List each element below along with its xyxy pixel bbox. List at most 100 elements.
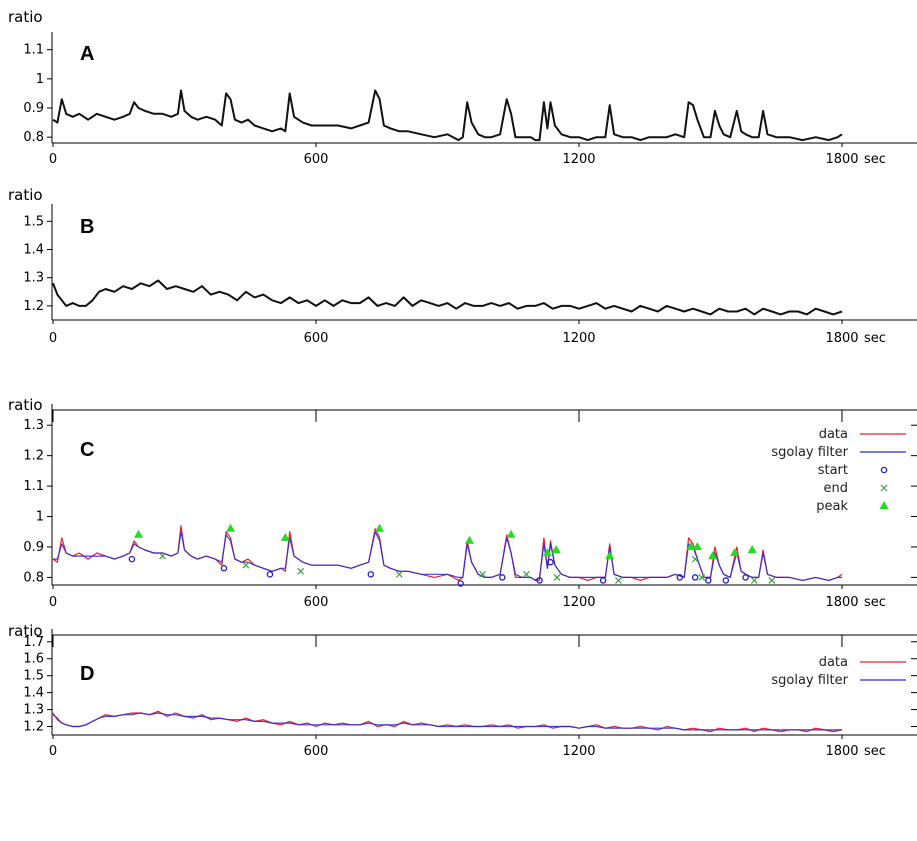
peak-marker: [133, 529, 143, 538]
peak-marker: [605, 551, 615, 560]
end-marker: [691, 555, 699, 563]
panel-letter: B: [80, 216, 94, 238]
x-axis-unit: sec: [864, 331, 886, 346]
y-tick-label: 1.3: [23, 271, 44, 286]
y-tick-label: 1.2: [23, 720, 44, 735]
panel-b: ratio B 1.2 1.3 1.4 1.5 0 600 1200 1800 sec: [8, 186, 917, 346]
x-axis-unit: sec: [864, 152, 886, 167]
x-tick-label: 0: [49, 331, 57, 346]
peak-marker: [747, 545, 757, 553]
peak-marker: [730, 548, 740, 557]
start-marker: [599, 577, 607, 584]
start-marker: [457, 580, 464, 587]
peak-marker: [226, 523, 236, 532]
legend: data sgolay filter: [771, 655, 906, 688]
start-marker: [128, 555, 136, 563]
legend-swatch-end: [880, 484, 888, 492]
start-marker: [691, 574, 699, 581]
end-marker: [297, 567, 305, 575]
y-tick-label: 1.7: [23, 635, 44, 650]
end-marker: [698, 573, 706, 581]
x-tick-label: 1200: [562, 595, 595, 610]
y-tick-label: 0.8: [23, 130, 44, 145]
x-tick-label: 600: [304, 152, 329, 167]
panel-letter: A: [80, 43, 94, 65]
end-marker: [615, 577, 622, 584]
x-tick-label: 1800: [825, 152, 858, 167]
x-axis-unit: sec: [864, 595, 886, 610]
end-marker: [768, 577, 776, 584]
x-tick-label: 1800: [825, 744, 858, 759]
y-tick-label: 1.1: [23, 43, 44, 58]
legend-label: data: [819, 655, 848, 670]
y-axis-label: ratio: [8, 8, 43, 26]
legend-label: data: [819, 427, 848, 442]
start-marker: [220, 565, 228, 572]
x-tick-label: 1800: [825, 331, 858, 346]
end-marker: [395, 570, 403, 578]
panel-letter: D: [80, 663, 94, 685]
end-marker: [750, 577, 758, 584]
start-marker: [266, 571, 274, 578]
panel-a: ratio A 0.8 0.9 1 1.1 0 600 1200 1800 sec: [8, 8, 917, 167]
x-tick-label: 1200: [562, 744, 595, 759]
y-tick-label: 1.5: [23, 214, 44, 229]
x-tick-label: 600: [304, 331, 329, 346]
y-tick-label: 0.9: [23, 540, 44, 555]
legend-label: start: [818, 463, 848, 478]
panel-c: ratio C 0.8 0.9 1 1.1 1.2 1.3 0 600 1200 1800 sec dat…: [8, 396, 917, 610]
x-tick-label: 600: [304, 744, 329, 759]
peak-marker: [692, 541, 702, 550]
peak-marker: [464, 535, 474, 544]
y-tick-label: 0.9: [23, 101, 44, 116]
start-marker: [676, 574, 684, 581]
y-tick-label: 1.3: [23, 703, 44, 718]
end-marker: [479, 570, 486, 578]
series-line-ratio: [52, 89, 843, 142]
y-tick-label: 0.8: [23, 570, 44, 585]
start-marker: [722, 577, 730, 584]
x-axis-unit: sec: [864, 744, 886, 759]
y-axis-label: ratio: [8, 186, 43, 204]
end-marker: [159, 552, 167, 560]
y-tick-label: 1: [36, 510, 44, 525]
series-line-sgolay-filter: [52, 712, 842, 731]
y-tick-label: 1.2: [23, 299, 44, 314]
legend-swatch-start: [880, 466, 888, 474]
y-axis-label: ratio: [8, 396, 43, 414]
y-tick-label: 1.1: [23, 479, 44, 494]
y-tick-label: 1: [36, 72, 44, 87]
end-marker: [522, 570, 530, 578]
legend: data sgolay filter start end peak: [771, 427, 906, 514]
start-marker: [742, 574, 749, 581]
series-line-ratio: [52, 279, 843, 316]
panel-letter: C: [80, 439, 94, 461]
peak-marker: [551, 545, 561, 553]
series-line-sgolay-filter: [53, 531, 842, 582]
start-marker: [547, 558, 554, 566]
legend-label: sgolay filter: [771, 673, 848, 688]
end-marker: [242, 561, 250, 569]
end-marker: [553, 573, 561, 581]
x-tick-label: 0: [49, 152, 57, 167]
y-tick-label: 1.6: [23, 652, 44, 667]
series-line-data: [52, 525, 843, 582]
start-marker: [499, 574, 506, 581]
start-marker: [367, 571, 375, 578]
y-tick-label: 1.3: [23, 418, 44, 433]
y-tick-label: 1.5: [23, 669, 44, 684]
peak-marker: [542, 548, 552, 557]
legend-swatch-peak: [879, 501, 889, 509]
peak-marker: [686, 541, 696, 550]
panel-d: ratio D 1.2 1.3 1.4 1.5 1.6 1.7 0 600 1200 1800 sec d…: [8, 622, 917, 759]
y-tick-label: 1.4: [23, 686, 44, 701]
y-tick-label: 1.2: [23, 449, 44, 464]
x-tick-label: 0: [49, 595, 57, 610]
peak-marker: [375, 523, 385, 532]
start-marker: [705, 577, 712, 584]
peak-marker: [280, 532, 290, 541]
legend-label: sgolay filter: [771, 445, 848, 460]
start-marker: [536, 577, 543, 584]
legend-label: end: [824, 481, 849, 496]
